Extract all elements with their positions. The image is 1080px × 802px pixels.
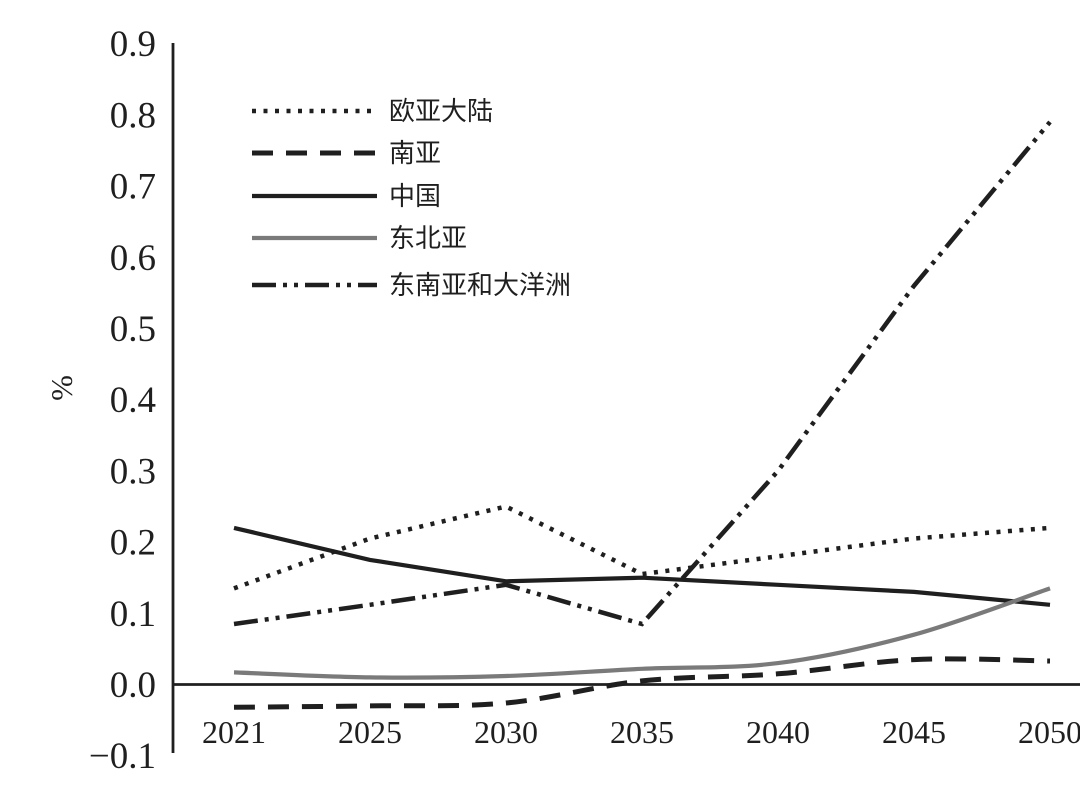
x-tick-label: 2021: [202, 714, 266, 750]
x-tick-label: 2030: [474, 714, 538, 750]
series-line-china: [233, 525, 1051, 607]
x-tick-label: 2040: [746, 714, 810, 750]
x-tick-label: 2035: [610, 714, 674, 750]
legend-label-se-asia-oceania: 东南亚和大洋洲: [389, 271, 571, 300]
y-tick-label: 0.5: [110, 309, 156, 350]
x-tick-label: 2045: [882, 714, 946, 750]
legend-label-northeast-asia: 东北亚: [389, 224, 467, 253]
y-tick-label: −0.1: [89, 736, 156, 777]
x-tick-label: 2050: [1018, 714, 1080, 750]
series-lines: [233, 120, 1052, 710]
series-line-se-asia-oceania: [233, 120, 1052, 627]
x-tick-labels: 2021 2025 2030 2035 2040 2045 2050: [202, 714, 1080, 750]
line-chart-figure: % 0.9 0.8 0.7 0.6 0.5 0.4 0.3 0.2 0.1 0.0 −0.1 202…: [40, 16, 1080, 786]
y-tick-labels: 0.9 0.8 0.7 0.6 0.5 0.4 0.3 0.2 0.1 0.0 −0.1: [89, 24, 156, 777]
legend-item-northeast-asia: 东北亚: [252, 224, 467, 253]
legend-item-se-asia-oceania: 东南亚和大洋洲: [252, 271, 571, 300]
chart-canvas: % 0.9 0.8 0.7 0.6 0.5 0.4 0.3 0.2 0.1 0.0 −0.1 202…: [44, 24, 1080, 777]
legend-label-south-asia: 南亚: [389, 139, 441, 168]
y-tick-label: 0.7: [110, 167, 156, 208]
y-tick-label: 0.6: [110, 238, 156, 279]
legend-item-eurasia: 欧亚大陆: [252, 97, 493, 126]
series-line-south-asia: [233, 656, 1051, 710]
y-tick-label: 0.1: [110, 594, 156, 635]
y-tick-label: 0.2: [110, 523, 156, 564]
y-tick-label: 0.9: [110, 24, 156, 65]
x-tick-label: 2025: [338, 714, 402, 750]
axes: [171, 43, 1080, 753]
legend-item-china: 中国: [252, 182, 441, 211]
y-axis-title: %: [44, 375, 79, 401]
legend-label-eurasia: 欧亚大陆: [389, 97, 493, 126]
y-tick-label: 0.8: [110, 95, 156, 136]
legend-label-china: 中国: [389, 182, 441, 211]
y-tick-label: 0.4: [110, 380, 156, 421]
y-tick-label: 0.3: [110, 451, 156, 492]
series-line-northeast-asia: [233, 586, 1051, 680]
y-tick-label: 0.0: [110, 665, 156, 706]
legend-item-south-asia: 南亚: [252, 139, 441, 168]
